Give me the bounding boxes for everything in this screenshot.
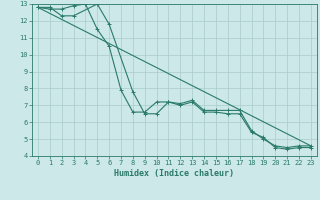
X-axis label: Humidex (Indice chaleur): Humidex (Indice chaleur) xyxy=(115,169,234,178)
